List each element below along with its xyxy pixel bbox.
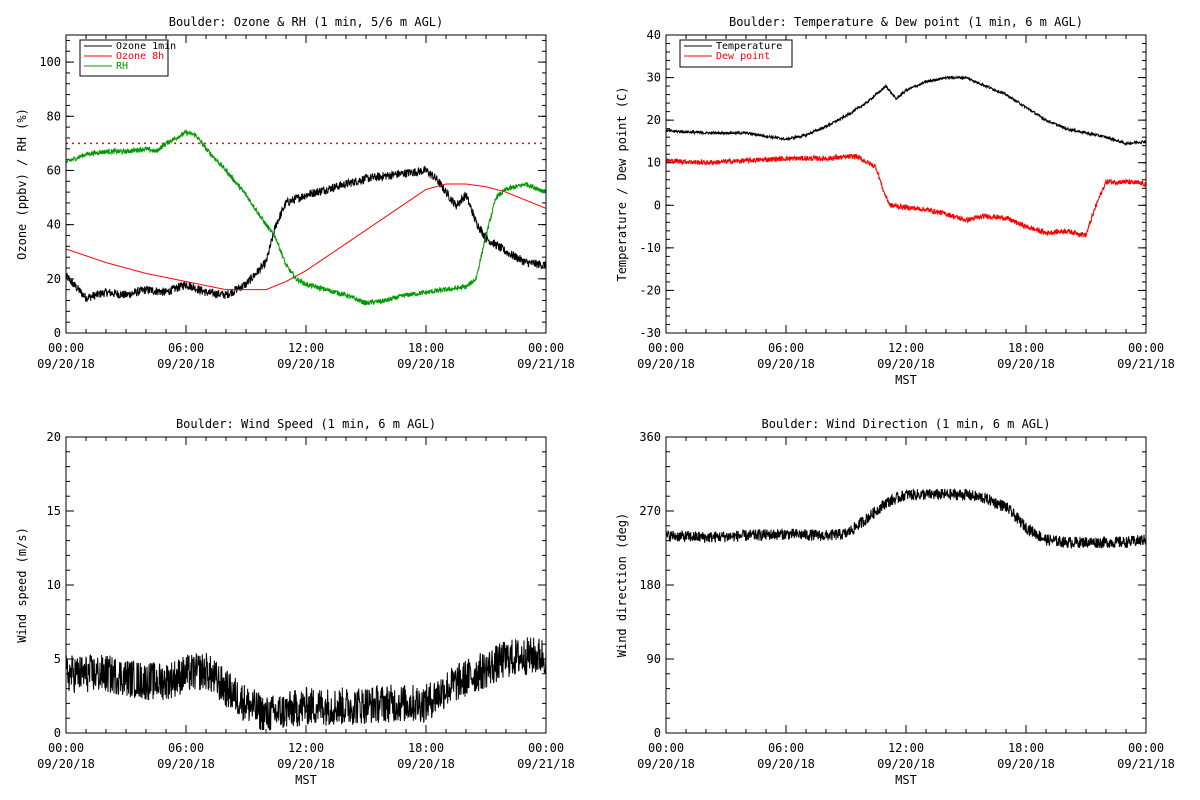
x-tick-date-label: 09/20/18 (997, 357, 1055, 371)
legend-label: Ozone 1min (116, 41, 176, 52)
x-tick-date-label: 09/21/18 (517, 357, 575, 371)
legend-label: RH (116, 61, 128, 72)
y-tick-label: 10 (647, 156, 661, 170)
x-tick-time-label: 12:00 (888, 341, 924, 355)
x-tick-time-label: 00:00 (528, 341, 564, 355)
y-tick-label: 20 (47, 272, 61, 286)
x-tick-time-label: 00:00 (1128, 341, 1164, 355)
panel-temperature: Boulder: Temperature & Dew point (1 min,… (615, 15, 1175, 387)
series-line-ozone-1min (66, 165, 546, 302)
y-tick-label: 5 (54, 652, 61, 666)
series-line-winddir (666, 487, 1146, 550)
y-axis-label: Temperature / Dew point (C) (615, 86, 629, 281)
x-tick-time-label: 06:00 (768, 341, 804, 355)
series-line-ozone-8h (66, 183, 546, 291)
x-tick-time-label: 18:00 (1008, 741, 1044, 755)
x-tick-date-label: 09/21/18 (517, 757, 575, 771)
x-tick-time-label: 00:00 (528, 741, 564, 755)
y-tick-label: -10 (639, 241, 661, 255)
x-tick-date-label: 09/20/18 (637, 357, 695, 371)
y-tick-label: 180 (639, 578, 661, 592)
chart-title: Boulder: Temperature & Dew point (1 min,… (729, 15, 1083, 29)
x-tick-time-label: 06:00 (768, 741, 804, 755)
y-tick-label: 20 (47, 430, 61, 444)
x-tick-time-label: 18:00 (408, 741, 444, 755)
y-tick-label: 80 (47, 109, 61, 123)
y-tick-label: 40 (647, 28, 661, 42)
x-tick-date-label: 09/20/18 (997, 757, 1055, 771)
series-line-temperature (666, 74, 1146, 147)
x-tick-date-label: 09/20/18 (37, 357, 95, 371)
y-tick-label: 0 (54, 326, 61, 340)
x-tick-time-label: 00:00 (648, 741, 684, 755)
legend-box (679, 39, 793, 68)
y-tick-label: 15 (47, 504, 61, 518)
y-tick-label: 10 (47, 578, 61, 592)
x-axis-label: MST (895, 773, 917, 787)
x-tick-date-label: 09/21/18 (1117, 357, 1175, 371)
x-tick-time-label: 18:00 (1008, 341, 1044, 355)
x-tick-date-label: 09/20/18 (397, 357, 455, 371)
chart-title: Boulder: Wind Direction (1 min, 6 m AGL) (762, 417, 1051, 431)
x-tick-date-label: 09/20/18 (637, 757, 695, 771)
panel-ozone: Boulder: Ozone & RH (1 min, 5/6 m AGL) Oz… (15, 15, 575, 371)
panel-windspeed: Boulder: Wind Speed (1 min, 6 m AGL) Wind… (15, 417, 575, 787)
y-axis-label: Wind speed (m/s) (15, 527, 29, 643)
x-tick-time-label: 00:00 (648, 341, 684, 355)
y-tick-label: -30 (639, 326, 661, 340)
y-tick-label: 40 (47, 218, 61, 232)
x-tick-date-label: 09/20/18 (277, 757, 335, 771)
series-line-rh (66, 129, 546, 306)
x-tick-date-label: 09/20/18 (157, 757, 215, 771)
series-line-dew-point (666, 153, 1146, 238)
y-tick-label: 0 (654, 198, 661, 212)
y-tick-label: -20 (639, 283, 661, 297)
legend-label: Ozone 8h (116, 51, 164, 62)
y-tick-label: 360 (639, 430, 661, 444)
x-tick-date-label: 09/20/18 (757, 357, 815, 371)
x-tick-time-label: 00:00 (48, 741, 84, 755)
chart-title: Boulder: Ozone & RH (1 min, 5/6 m AGL) (169, 15, 444, 29)
x-tick-time-label: 12:00 (288, 741, 324, 755)
y-tick-label: 60 (47, 163, 61, 177)
y-tick-label: 0 (54, 726, 61, 740)
x-tick-time-label: 06:00 (168, 341, 204, 355)
x-tick-date-label: 09/21/18 (1117, 757, 1175, 771)
panel-winddir: Boulder: Wind Direction (1 min, 6 m AGL)… (615, 417, 1175, 787)
y-axis-label: Wind direction (deg) (615, 513, 629, 658)
x-tick-date-label: 09/20/18 (277, 357, 335, 371)
x-tick-date-label: 09/20/18 (877, 357, 935, 371)
x-tick-time-label: 18:00 (408, 341, 444, 355)
y-tick-label: 30 (647, 71, 661, 85)
x-tick-time-label: 06:00 (168, 741, 204, 755)
y-tick-label: 270 (639, 504, 661, 518)
plot-frame (65, 34, 547, 334)
x-tick-time-label: 12:00 (288, 341, 324, 355)
plot-frame (665, 34, 1147, 334)
chart-title: Boulder: Wind Speed (1 min, 6 m AGL) (176, 417, 436, 431)
y-tick-label: 100 (39, 55, 61, 69)
y-tick-label: 90 (647, 652, 661, 666)
series-line-windspeed (66, 637, 546, 731)
plot-frame (665, 436, 1147, 734)
y-tick-label: 0 (654, 726, 661, 740)
y-axis-label: Ozone (ppbv) / RH (%) (15, 108, 29, 260)
plot-frame (65, 436, 547, 734)
x-axis-label: MST (295, 773, 317, 787)
x-tick-date-label: 09/20/18 (397, 757, 455, 771)
x-tick-time-label: 00:00 (48, 341, 84, 355)
x-tick-time-label: 00:00 (1128, 741, 1164, 755)
x-tick-date-label: 09/20/18 (157, 357, 215, 371)
x-tick-date-label: 09/20/18 (757, 757, 815, 771)
y-tick-label: 20 (647, 113, 661, 127)
legend-label: Dew point (716, 51, 770, 62)
x-tick-date-label: 09/20/18 (37, 757, 95, 771)
x-axis-label: MST (895, 373, 917, 387)
legend-label: Temperature (716, 41, 782, 52)
x-tick-date-label: 09/20/18 (877, 757, 935, 771)
x-tick-time-label: 12:00 (888, 741, 924, 755)
